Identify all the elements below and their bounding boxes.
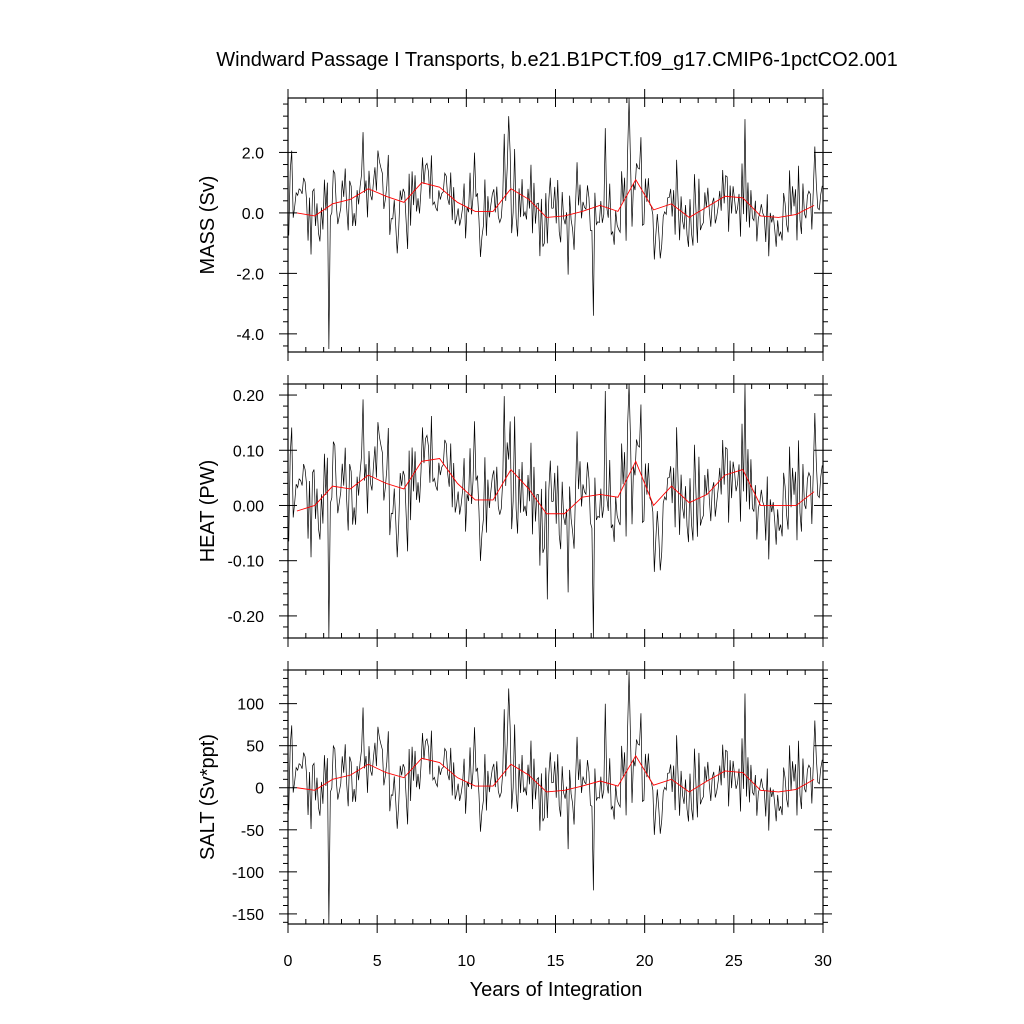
annual-mean-line [296,458,815,515]
monthly-series-line [288,384,823,638]
panel-2: 0.20 0.10 0.00 -0.10 -0.20 HEAT (PW) [197,375,832,647]
y-tick-label: 0.00 [233,498,264,515]
chart-title: Windward Passage I Transports, b.e21.B1P… [216,49,897,71]
y-tick-label: -0.10 [228,554,265,571]
plot-frame [287,669,824,925]
x-tick-label: 30 [814,953,832,970]
y-tick-label: -50 [241,823,264,840]
x-tick-label: 0 [284,953,293,970]
y-tick-label: 50 [246,739,264,756]
y-tick-label: 2.0 [242,145,264,162]
x-tick-label: 10 [457,953,475,970]
y-tick-label: -100 [232,865,264,882]
x-tick-label: 15 [547,953,565,970]
x-tick-label: 5 [373,953,382,970]
monthly-series-line [288,671,823,924]
x-tick-label: 25 [725,953,743,970]
y-tick-label: 0.0 [242,206,264,223]
y-axis-label: MASS (Sv) [197,176,219,275]
x-tick-label: 20 [636,953,654,970]
panel-1: 2.0 0.0 -2.0 -4.0 MASS (Sv) [197,89,832,361]
y-tick-label: 0.10 [233,443,264,460]
y-tick-label: -0.20 [228,609,265,626]
annual-mean-line [296,178,815,218]
y-tick-label: -4.0 [236,327,264,344]
plot-frame [287,383,824,639]
monthly-series-line [288,98,823,349]
y-tick-label: 100 [237,697,264,714]
y-axis-label: SALT (Sv*ppt) [197,734,219,860]
y-tick-label: -2.0 [236,266,264,283]
panels-group: 2.0 0.0 -2.0 -4.0 MASS (Sv) 0.20 0.10 0.00 -0.10… [197,89,832,970]
panel-3: 100 50 0 -50 -100 -150 SALT (Sv*ppt) [197,661,832,933]
y-tick-label: 0.20 [233,388,264,405]
plot-frame [287,97,824,353]
x-axis-label: Years of Integration [470,979,643,1001]
y-tick-label: 0 [255,781,264,798]
annual-mean-line [296,754,815,793]
y-tick-label: -150 [232,907,264,924]
y-axis-label: HEAT (PW) [197,460,219,563]
